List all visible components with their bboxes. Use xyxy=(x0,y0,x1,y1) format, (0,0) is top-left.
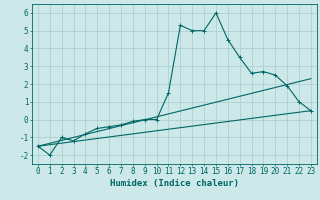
X-axis label: Humidex (Indice chaleur): Humidex (Indice chaleur) xyxy=(110,179,239,188)
